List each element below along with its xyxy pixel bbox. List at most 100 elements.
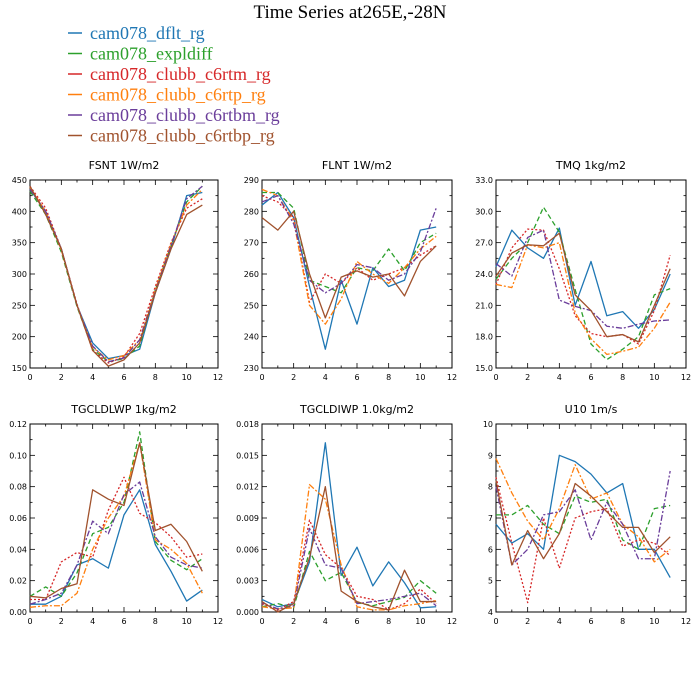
y-tick-label: 150 bbox=[12, 364, 27, 373]
plot-frame bbox=[495, 179, 687, 369]
x-tick-label: 0 bbox=[259, 617, 264, 626]
plot-frame bbox=[495, 423, 687, 613]
y-tick-label: 0.06 bbox=[9, 514, 27, 523]
y-tick-label: 0.08 bbox=[9, 483, 27, 492]
plot-frame bbox=[29, 423, 219, 613]
x-tick-label: 8 bbox=[620, 617, 625, 626]
x-tick-label: 2 bbox=[291, 617, 296, 626]
x-tick-label: 2 bbox=[291, 373, 296, 382]
y-tick-label: 33.0 bbox=[475, 176, 493, 185]
y-tick-label: 4 bbox=[488, 608, 493, 617]
series-line bbox=[29, 185, 203, 367]
y-tick-label: 15.0 bbox=[475, 364, 493, 373]
x-tick-label: 0 bbox=[493, 373, 498, 382]
series-line bbox=[29, 189, 203, 360]
panel-title: FSNT 1W/m2 bbox=[89, 159, 160, 172]
y-tick-label: 290 bbox=[244, 176, 259, 185]
y-tick-label: 270 bbox=[244, 239, 259, 248]
y-tick-label: 0.12 bbox=[9, 420, 27, 429]
y-tick-label: 250 bbox=[244, 301, 259, 310]
y-tick-label: 230 bbox=[244, 364, 259, 373]
legend-label: cam078_clubb_c6rtbm_rg bbox=[90, 105, 280, 125]
series-line bbox=[29, 481, 203, 605]
y-tick-label: 30.0 bbox=[475, 207, 493, 216]
chart-panel: TGCLDIWP 1.0kg/m2 0 2 4 6 8 10 12 0.000 0.003 0.00… bbox=[236, 403, 457, 626]
y-tick-label: 0.02 bbox=[9, 577, 27, 586]
series-line bbox=[495, 229, 671, 329]
series-line bbox=[495, 227, 671, 329]
x-tick-label: 4 bbox=[557, 617, 562, 626]
x-tick-label: 4 bbox=[323, 373, 328, 382]
y-tick-label: 0.012 bbox=[236, 483, 259, 492]
y-tick-label: 24.0 bbox=[475, 270, 493, 279]
series-line bbox=[495, 480, 671, 566]
x-tick-label: 2 bbox=[525, 617, 530, 626]
y-tick-label: 250 bbox=[12, 301, 27, 310]
x-tick-label: 6 bbox=[354, 617, 359, 626]
series-line bbox=[261, 210, 437, 319]
series-line bbox=[30, 476, 203, 601]
y-tick-label: 200 bbox=[12, 333, 27, 342]
series-line bbox=[29, 185, 203, 363]
x-tick-label: 10 bbox=[649, 617, 659, 626]
chart-panel: TMQ 1kg/m2 0 2 4 6 8 10 12 15.0 18.0 21.0 24.0 27.0 3… bbox=[475, 159, 691, 382]
plot-frame bbox=[261, 179, 453, 369]
x-tick-label: 0 bbox=[27, 617, 32, 626]
y-tick-label: 9 bbox=[488, 451, 493, 460]
x-tick-label: 4 bbox=[323, 617, 328, 626]
x-tick-label: 12 bbox=[681, 373, 691, 382]
series-line bbox=[495, 477, 671, 604]
y-tick-label: 400 bbox=[12, 207, 27, 216]
y-tick-label: 8 bbox=[488, 483, 493, 492]
series-line bbox=[495, 232, 671, 343]
panel-title: FLNT 1W/m2 bbox=[322, 159, 392, 172]
series-line bbox=[261, 195, 437, 303]
series-line bbox=[261, 527, 437, 610]
y-tick-label: 0.04 bbox=[9, 545, 27, 554]
x-tick-label: 4 bbox=[90, 373, 95, 382]
series-line bbox=[261, 195, 437, 294]
x-tick-label: 6 bbox=[121, 617, 126, 626]
panel-title: TGCLDIWP 1.0kg/m2 bbox=[299, 403, 414, 416]
chart-panel: TGCLDLWP 1kg/m2 0 2 4 6 8 10 12 0.00 0.02 0.04 0.06… bbox=[9, 403, 223, 626]
chart-panel: U10 1m/s 0 2 4 6 8 10 12 4 5 6 7 8 9 10 bbox=[483, 403, 691, 626]
x-tick-label: 12 bbox=[213, 373, 223, 382]
chart-panel: FSNT 1W/m2 0 2 4 6 8 10 12 150 200 250 300 350 400 450 bbox=[12, 159, 223, 382]
y-tick-label: 0.00 bbox=[9, 608, 27, 617]
series-line bbox=[29, 442, 203, 608]
y-tick-label: 0.006 bbox=[236, 545, 259, 554]
y-tick-label: 21.0 bbox=[475, 301, 493, 310]
x-tick-label: 8 bbox=[620, 373, 625, 382]
y-tick-label: 0.003 bbox=[236, 577, 259, 586]
series-line bbox=[261, 191, 437, 350]
series-line bbox=[30, 489, 203, 605]
series-line bbox=[261, 519, 437, 611]
y-tick-label: 0.009 bbox=[236, 514, 259, 523]
series-line bbox=[495, 454, 671, 578]
x-tick-label: 12 bbox=[213, 617, 223, 626]
x-tick-label: 0 bbox=[259, 373, 264, 382]
panel-title: TMQ 1kg/m2 bbox=[555, 159, 626, 172]
legend-label: cam078_expldiff bbox=[90, 44, 213, 64]
series-line bbox=[262, 191, 437, 294]
series-line bbox=[495, 242, 671, 356]
series-line bbox=[495, 228, 671, 345]
legend-label: cam078_clubb_c6rtm_rg bbox=[90, 64, 271, 84]
legend-label: cam078_clubb_c6rtp_rg bbox=[90, 85, 266, 105]
y-tick-label: 280 bbox=[244, 207, 259, 216]
y-tick-label: 240 bbox=[244, 333, 259, 342]
chart-panel: FLNT 1W/m2 0 2 4 6 8 10 12 230 240 250 260 270 280 290 bbox=[244, 159, 457, 382]
x-tick-label: 6 bbox=[354, 373, 359, 382]
panel-title: U10 1m/s bbox=[565, 403, 618, 416]
series-line bbox=[495, 470, 671, 566]
y-tick-label: 5 bbox=[488, 577, 493, 586]
panel-title: TGCLDLWP 1kg/m2 bbox=[70, 403, 176, 416]
x-tick-label: 6 bbox=[588, 617, 593, 626]
series-line bbox=[29, 185, 203, 364]
series-line bbox=[496, 495, 671, 550]
series-line bbox=[261, 486, 437, 613]
series-line bbox=[261, 188, 437, 325]
x-tick-label: 4 bbox=[557, 373, 562, 382]
x-tick-label: 12 bbox=[447, 617, 457, 626]
series-line bbox=[29, 185, 203, 363]
